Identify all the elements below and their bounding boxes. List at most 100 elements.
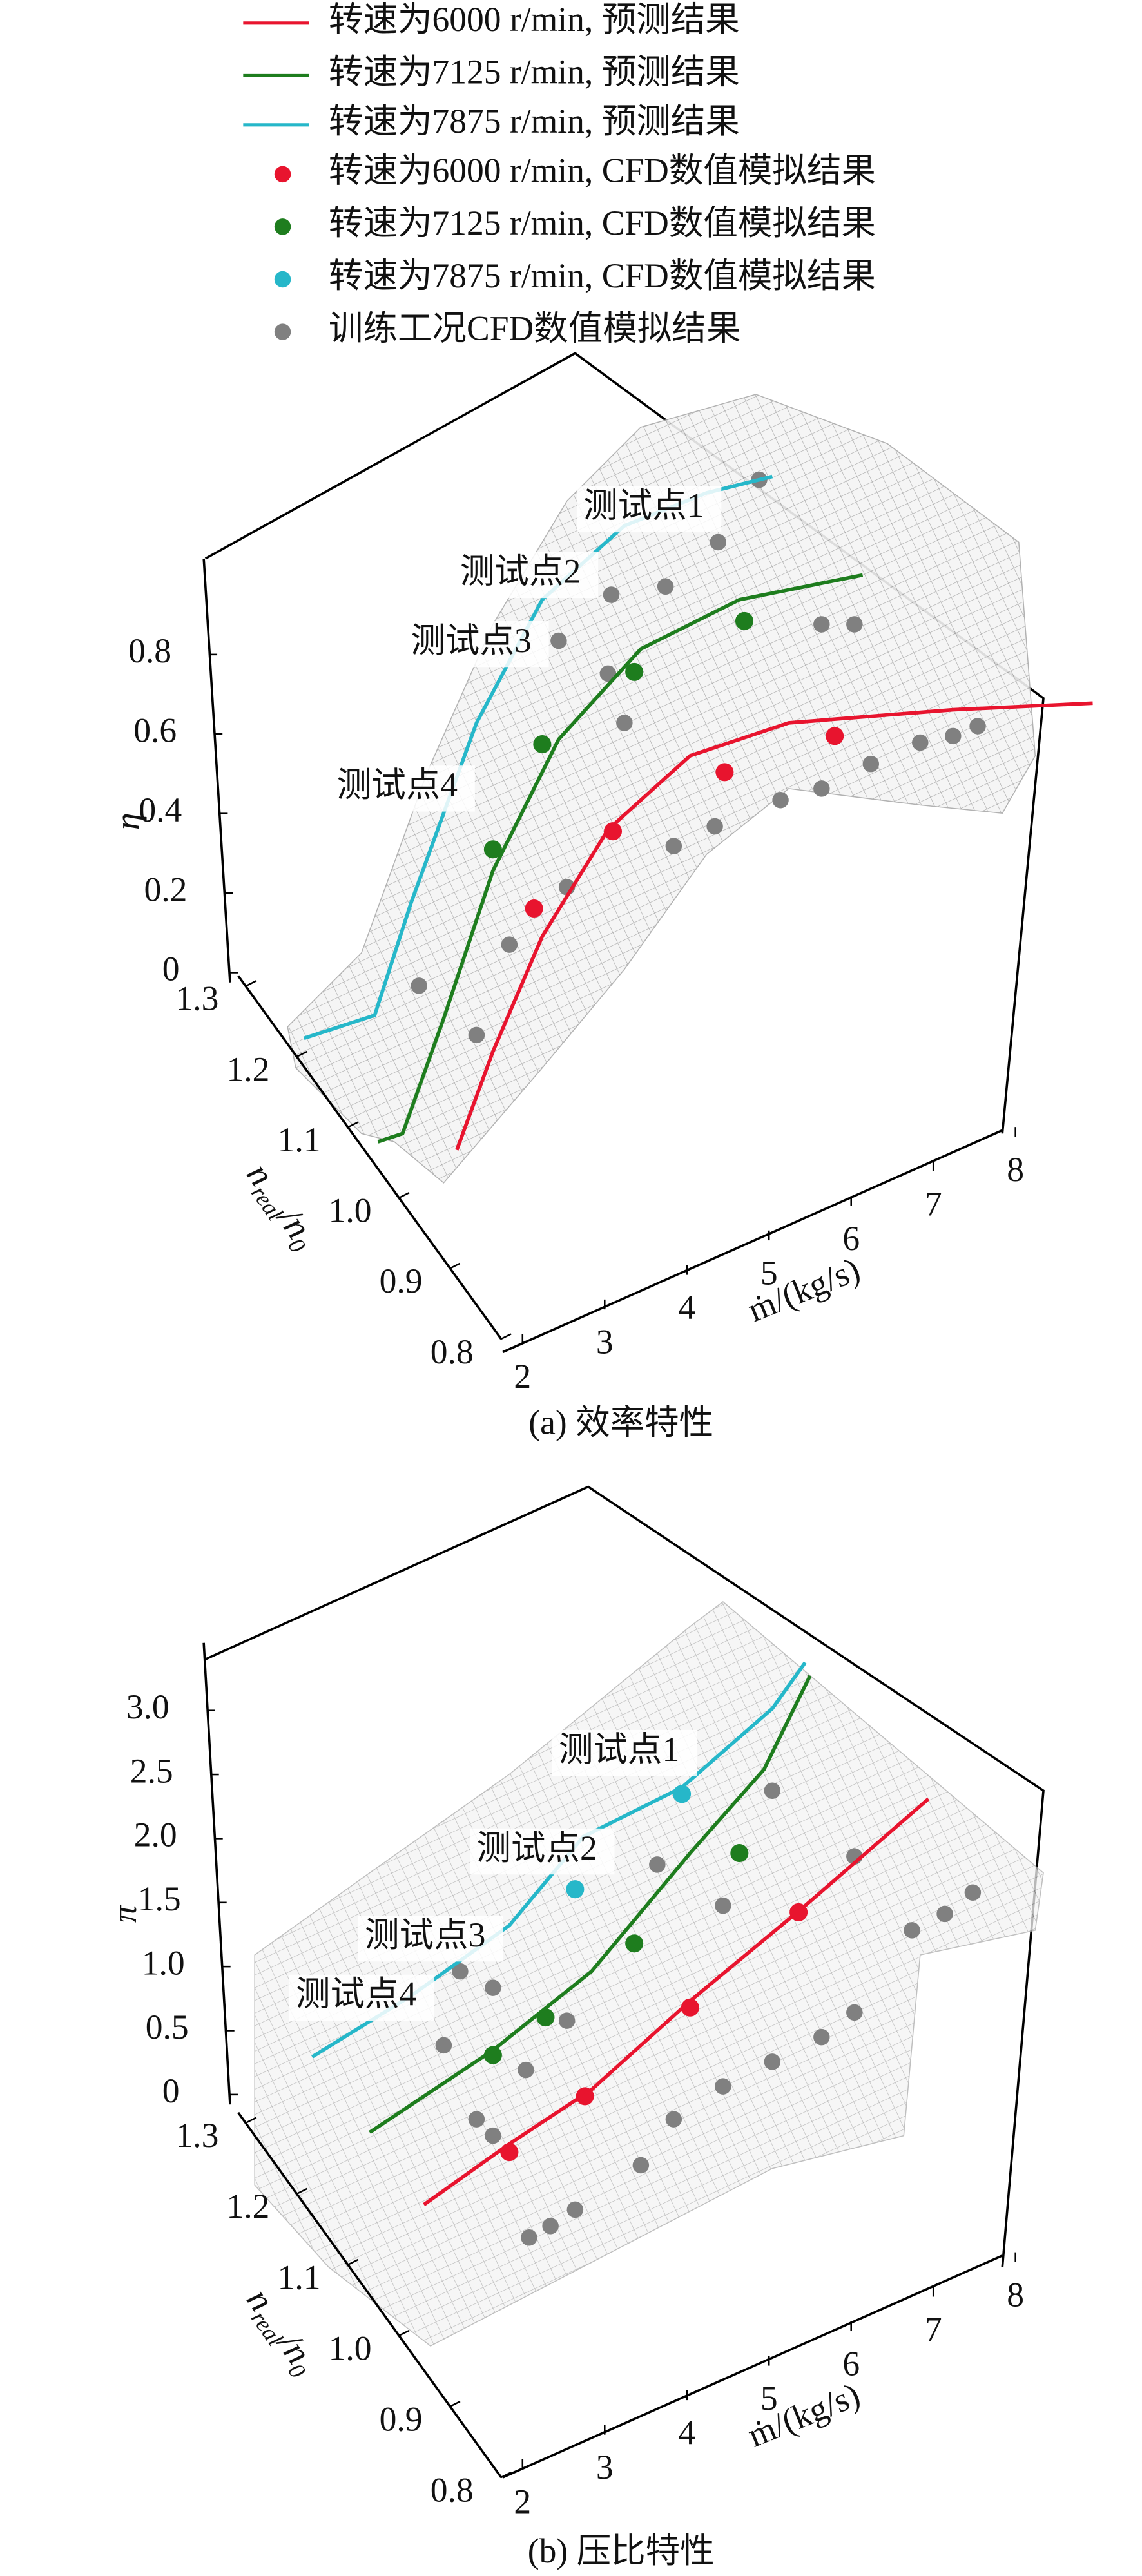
- tick-label: 1.3: [175, 2116, 218, 2155]
- cfd-point: [735, 611, 754, 630]
- annotation-bg: [330, 765, 475, 812]
- tick-mark: [450, 2401, 461, 2407]
- training-point: [550, 632, 567, 649]
- training-point: [566, 2201, 584, 2218]
- training-point: [772, 792, 789, 809]
- tick-mark: [501, 1333, 512, 1340]
- training-point: [715, 1897, 731, 1914]
- tick-mark: [501, 2472, 512, 2479]
- tick-label: 1.0: [329, 1191, 372, 1230]
- training-point: [764, 1782, 781, 1799]
- cfd-point: [483, 2046, 502, 2064]
- tick-label: 1.2: [227, 2187, 270, 2225]
- cfd-point: [603, 822, 623, 841]
- annotation-bg: [289, 1974, 434, 2021]
- training-point: [710, 533, 726, 551]
- tick-mark: [450, 1262, 461, 1269]
- training-point: [813, 2028, 830, 2046]
- tick-label: 0.9: [380, 2400, 423, 2439]
- tick-mark: [347, 1121, 359, 1128]
- annotation-bg: [552, 1729, 697, 1776]
- annotation-bg: [358, 1915, 503, 1962]
- chart: 00.51.01.52.02.53.00.80.91.01.11.21.3234…: [105, 1485, 1045, 2570]
- training-point: [969, 718, 986, 735]
- tick-label: 3: [596, 1323, 614, 1361]
- tick-label: 8: [1007, 2275, 1024, 2314]
- training-point: [542, 2218, 559, 2235]
- prediction-curve: [423, 1797, 930, 2206]
- cfd-point: [566, 1880, 585, 1899]
- legend-dot: [274, 166, 291, 183]
- training-point: [813, 616, 830, 633]
- chart: 00.20.40.60.80.80.91.01.11.21.32345678ηn…: [108, 352, 1093, 1441]
- legend-label: 转速为7875 r/min, CFD数值模拟结果: [329, 256, 876, 295]
- tick-label: 1.3: [175, 979, 218, 1018]
- legend-label: 转速为7875 r/min, 预测结果: [329, 102, 740, 140]
- tick-label: 7: [925, 2310, 942, 2349]
- training-point: [846, 616, 863, 633]
- y-axis: [237, 975, 503, 1340]
- tick-mark: [398, 2329, 410, 2336]
- tick-label: 4: [678, 2413, 695, 2452]
- annotation: 测试点3: [365, 1916, 485, 1954]
- training-point: [649, 1856, 666, 1873]
- tick-label: 1.2: [227, 1050, 270, 1088]
- annotation: 测试点2: [476, 1829, 597, 1867]
- tick-mark: [246, 980, 257, 987]
- cfd-point: [715, 763, 734, 782]
- cfd-point: [576, 2087, 594, 2106]
- tick-label: 7: [925, 1184, 942, 1223]
- tick-label: 1.1: [278, 2258, 321, 2296]
- annotation-bg: [404, 620, 549, 668]
- cfd-point: [483, 840, 502, 859]
- tick-label: 8: [1007, 1150, 1024, 1189]
- training-point: [603, 586, 620, 603]
- tick-mark: [296, 2187, 308, 2195]
- training-point: [945, 727, 962, 745]
- legend-label: 转速为6000 r/min, CFD数值模拟结果: [329, 151, 876, 190]
- legend-dot: [274, 323, 291, 340]
- training-point: [485, 1979, 501, 1996]
- cfd-point: [500, 2143, 519, 2162]
- annotation: 测试点1: [583, 486, 704, 525]
- annotation-bg: [453, 552, 599, 599]
- training-point: [485, 2127, 501, 2144]
- tick-label: 0.8: [431, 1332, 474, 1371]
- tick-label: 2.0: [134, 1816, 177, 1854]
- training-point: [521, 2229, 537, 2246]
- tick-label: 1.0: [142, 1943, 185, 1982]
- training-point: [706, 818, 723, 835]
- tick-label: 0.5: [146, 2008, 189, 2046]
- cfd-point: [625, 1934, 644, 1953]
- tick-label: 3: [596, 2448, 614, 2486]
- training-point: [936, 1905, 953, 1923]
- training-point: [862, 755, 880, 773]
- cfd-point: [730, 1844, 749, 1863]
- legend-dot: [274, 271, 291, 288]
- training-point: [657, 578, 674, 595]
- annotation: 测试点4: [296, 1975, 416, 2014]
- training-point: [411, 977, 427, 994]
- surface: [254, 1601, 1044, 2347]
- annotation-bg: [470, 1828, 615, 1875]
- legend-label: 训练工况CFD数值模拟结果: [329, 309, 740, 347]
- prediction-curve: [369, 1675, 812, 2134]
- training-point: [435, 2037, 452, 2054]
- tick-label: 2.5: [130, 1751, 173, 1790]
- legend-label: 转速为6000 r/min, 预测结果: [329, 0, 740, 39]
- training-point: [912, 734, 929, 751]
- x-axis: [502, 2254, 1003, 2479]
- cfd-point: [536, 2008, 555, 2027]
- tick-label: 4: [678, 1288, 695, 1327]
- training-point: [665, 838, 682, 854]
- training-point: [452, 1963, 469, 1980]
- training-point: [764, 2053, 781, 2070]
- annotation: 测试点2: [460, 552, 581, 591]
- tick-label: 1.5: [138, 1879, 181, 1918]
- legend-label: 转速为7125 r/min, CFD数值模拟结果: [329, 204, 876, 242]
- box-edge: [204, 1485, 1045, 2267]
- legend-dot: [274, 218, 291, 235]
- cfd-point: [673, 1785, 692, 1803]
